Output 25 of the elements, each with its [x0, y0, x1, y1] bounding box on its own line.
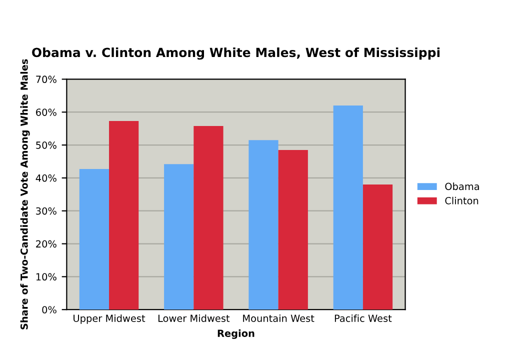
- x-axis-title: Region: [218, 329, 254, 339]
- y-tick-label: 10%: [36, 273, 56, 281]
- legend-label: Clinton: [445, 196, 478, 204]
- bar: [248, 140, 278, 310]
- y-tick-label: 70%: [36, 76, 56, 84]
- y-tick-label: 0%: [42, 306, 56, 314]
- bar: [278, 150, 308, 310]
- x-tick-label: Lower Midwest: [158, 314, 230, 322]
- y-axis-title: Share of Two-Candidate Vote Among White Males: [20, 59, 30, 330]
- x-tick-label: Pacific West: [334, 314, 392, 322]
- y-tick-label: 50%: [36, 142, 56, 149]
- y-tick-label: 40%: [36, 174, 56, 182]
- bar: [164, 164, 194, 310]
- bar: [79, 169, 110, 310]
- x-tick-label: Mountain West: [243, 314, 314, 322]
- x-tick-label: Upper Midwest: [74, 314, 146, 324]
- bar: [194, 126, 224, 310]
- y-tick-label: 30%: [36, 207, 56, 215]
- bar: [109, 121, 139, 310]
- bar: [362, 184, 393, 310]
- bar: [333, 106, 363, 310]
- legend-label: Obama: [445, 182, 479, 190]
- chart-title: Obama v. Clinton Among White Males, West of Mississippi: [32, 47, 440, 60]
- y-tick-label: 20%: [36, 240, 56, 248]
- y-tick-label: 60%: [36, 108, 56, 116]
